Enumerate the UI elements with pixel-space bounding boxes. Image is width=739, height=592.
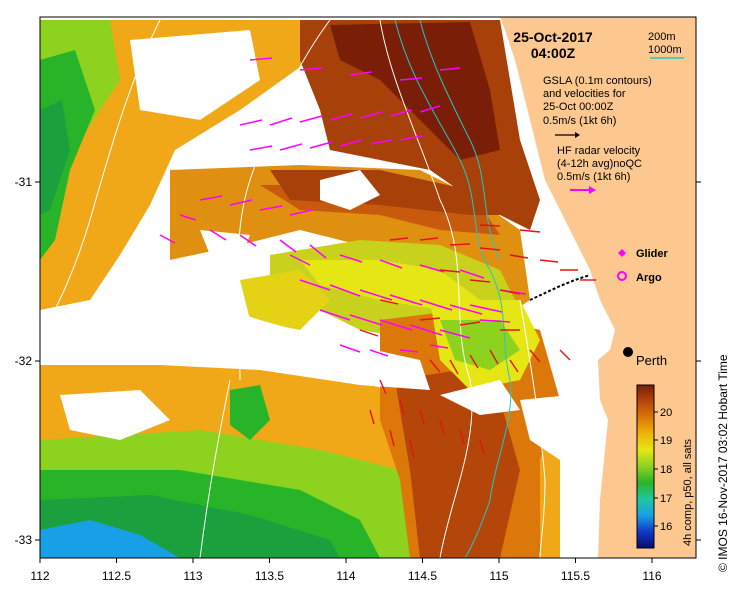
- current-arrows: [359, 224, 596, 459]
- colorbar-ticks: [654, 411, 658, 527]
- x-tick-114.5: 114.5: [408, 569, 437, 583]
- hf-scale-arrowhead: [589, 186, 596, 194]
- argo-legend-label: Argo: [636, 272, 662, 284]
- x-tick-115: 115: [489, 569, 508, 583]
- gsla-note-line3: 25-Oct 00:00Z: [543, 101, 614, 113]
- glider-legend: Glider: [618, 248, 669, 260]
- sst-field: [40, 20, 600, 558]
- gsla-scale-arrowhead: [575, 132, 580, 138]
- glider-track: [529, 274, 591, 301]
- colorbar: [636, 384, 655, 549]
- hf-note-line2: (4-12h avg)noQC: [557, 158, 642, 170]
- colorbar-caption: 4h comp, p50, all sats: [682, 438, 694, 546]
- gsla-note-line1: GSLA (0.1m contours): [543, 75, 652, 87]
- argo-legend: Argo: [617, 271, 662, 284]
- isobath-1000-label: 1000m: [648, 44, 682, 56]
- y-tick--32: -32: [15, 354, 33, 368]
- perth-label: Perth: [636, 353, 667, 368]
- map-date: 25-Oct-2017: [513, 29, 593, 45]
- y-axis: [35, 181, 701, 541]
- y-tick--33: -33: [15, 533, 33, 547]
- glider-legend-label: Glider: [636, 248, 669, 260]
- x-axis: [39, 558, 653, 563]
- x-tick-112: 112: [30, 569, 49, 583]
- isobaths: [44, 19, 546, 558]
- map-time: 04:00Z: [531, 45, 576, 61]
- colorbar-tick-19: 19: [660, 435, 672, 447]
- x-tick-113: 113: [183, 569, 202, 583]
- x-tick-113.5: 113.5: [255, 569, 284, 583]
- plot-frame: [39, 16, 697, 559]
- colorbar-tick-17: 17: [660, 493, 672, 505]
- x-tick-115.5: 115.5: [561, 569, 590, 583]
- glider-legend-icon: [618, 249, 626, 257]
- hf-note-line1: HF radar velocity: [557, 145, 641, 157]
- argo-legend-icon: [617, 271, 627, 281]
- colorbar-tick-18: 18: [660, 464, 672, 476]
- x-tick-112.5: 112.5: [102, 569, 131, 583]
- x-tick-114: 114: [336, 569, 355, 583]
- hf-radar-arrows: [159, 57, 527, 357]
- isobath-200-label: 200m: [648, 31, 676, 43]
- plot-area: [40, 17, 696, 558]
- x-tick-116: 116: [642, 569, 661, 583]
- gsla-note-line4: 0.5m/s (1kt 6h): [543, 115, 616, 127]
- perth-marker: [623, 347, 633, 357]
- colorbar-tick-16: 16: [660, 521, 672, 533]
- gsla-note-line2: and velocities for: [543, 88, 626, 100]
- y-tick--31: -31: [15, 175, 33, 189]
- imos-credit: © IMOS 16-Nov-2017 03:02 Hobart Time: [716, 354, 730, 572]
- hf-note-line3: 0.5m/s (1kt 6h): [557, 171, 630, 183]
- colorbar-tick-20: 20: [660, 407, 672, 419]
